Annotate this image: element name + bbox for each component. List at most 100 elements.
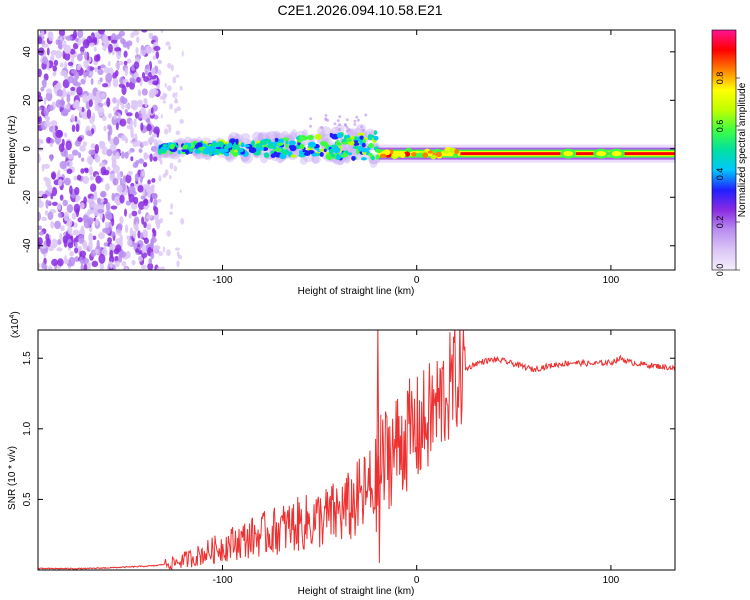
colorbar-ticks: 0.0 0.2 0.4 0.6 0.8 [715,72,740,276]
noise-blob [108,125,113,136]
noise-blob [124,137,129,144]
noise-blob [82,39,90,49]
noise-blob [135,47,139,55]
noise-blob [112,178,119,186]
streak-blob [364,113,368,117]
noise-blob [93,46,97,52]
signal-halo [320,126,332,136]
spectrogram-ytick-label: 0 [22,146,33,152]
signal-blob [316,153,320,157]
noise-blob [77,30,84,39]
noise-blob [151,192,158,200]
signal-blob [158,149,167,154]
noise-blob [57,202,62,211]
snr-scale-exponent: 4 [9,315,16,319]
noise-blob [133,196,139,205]
noise-blob [134,173,139,182]
noise-blob [149,136,155,143]
noise-blob [75,197,79,203]
noise-blob [81,157,85,162]
noise-blob [80,46,85,53]
signal-blob [211,146,216,152]
noise-blob [119,177,123,185]
sparse-noise-blob [158,175,162,182]
noise-blob [69,185,73,195]
noise-blob [59,160,67,170]
snr-ylabel: SNR (10 * v/v) [7,446,18,510]
noise-blob [153,205,157,212]
noise-blob [66,161,70,167]
sparse-noise-blob [172,76,177,84]
noise-blob [104,221,110,229]
noise-blob [126,124,133,130]
noise-blob [38,196,42,204]
sparse-noise-blob [162,92,168,98]
carrier-blob [427,150,434,154]
sparse-noise-blob [162,246,166,253]
signal-blob [255,146,261,151]
signal-blob [244,144,250,148]
noise-blob [55,129,63,138]
signal-blob [185,149,190,155]
noise-blob [100,141,106,149]
noise-blob [145,64,150,70]
noise-blob [71,124,76,133]
signal-blob [223,145,229,150]
streak-blob [356,118,360,122]
colorbar: 0.0 0.2 0.4 0.6 0.8 Normalized spectral ampl… [711,29,748,276]
noise-blob [40,86,45,92]
signal-blob [290,154,297,158]
noise-blob [141,88,148,96]
streak-blob [324,118,328,122]
signal-blob [235,138,239,145]
sparse-noise-blob [158,251,164,257]
colorbar-tick-label: 0.8 [715,72,725,85]
sparse-noise-blob [163,128,169,135]
noise-blob [76,246,83,251]
noise-blob [38,68,42,78]
sparse-noise-blob [176,260,180,268]
noise-blob [60,98,65,108]
noise-blob [64,177,71,186]
noise-blob [116,200,120,206]
signal-blob [357,132,365,136]
noise-blob [115,152,120,160]
sparse-noise-blob [177,158,182,163]
noise-blob [145,45,152,55]
noise-blob [124,266,128,270]
signal-blob [196,142,203,148]
noise-blob [62,40,67,51]
noise-blob [123,50,128,58]
noise-blob [119,251,127,258]
noise-blob [73,203,81,214]
noise-blob [88,240,93,251]
spectrogram-xtick-label: -100 [212,275,232,286]
sparse-noise-blob [162,100,166,104]
signal-halo [311,155,321,164]
noise-blob [114,47,122,52]
signal-blob [276,142,284,146]
carrier-blob [452,153,458,159]
noise-blob [86,155,94,165]
noise-blob [126,58,132,64]
signal-blob [273,151,278,157]
noise-blob [67,226,73,235]
carrier-knot-core [563,151,574,157]
sparse-noise-blob [157,69,162,76]
noise-blob [108,43,113,53]
noise-blob [42,163,51,169]
noise-blob [59,194,64,201]
noise-blob [123,60,128,66]
noise-blob [50,138,55,144]
signal-blob [162,144,168,148]
noise-blob [137,255,144,262]
noise-blob [57,238,62,246]
noise-blob [111,158,117,167]
noise-blob [82,176,90,185]
noise-blob [130,99,138,105]
colorbar-tick-label: 0.6 [715,120,725,133]
noise-blob [124,151,129,159]
noise-blob [141,245,146,254]
sparse-noise-blob [157,59,163,65]
sparse-noise-blob [172,92,176,98]
